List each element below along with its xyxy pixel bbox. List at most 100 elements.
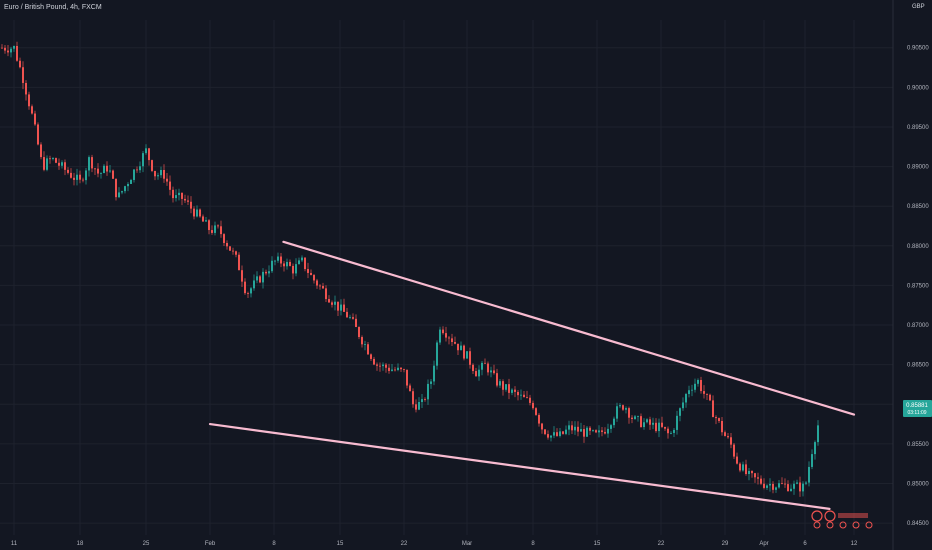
candle-body bbox=[319, 285, 321, 287]
candle-body bbox=[625, 408, 627, 410]
candle-body bbox=[334, 301, 336, 305]
y-tick-label: 0.85000 bbox=[907, 482, 929, 488]
candle-body bbox=[808, 466, 810, 483]
candle-body bbox=[82, 179, 84, 181]
candle-body bbox=[76, 174, 78, 180]
candle-body bbox=[199, 209, 201, 217]
candle-body bbox=[178, 192, 180, 196]
candle-body bbox=[700, 380, 702, 392]
candle-body bbox=[535, 408, 537, 415]
x-tick-label: 22 bbox=[658, 541, 665, 547]
candle-body bbox=[457, 343, 459, 351]
candle-body bbox=[652, 422, 654, 425]
x-tick-label: 8 bbox=[531, 541, 535, 547]
candle-body bbox=[604, 431, 606, 434]
candle-body bbox=[187, 200, 189, 202]
candle-body bbox=[460, 345, 462, 351]
candle-body bbox=[112, 170, 114, 179]
candle-body bbox=[601, 430, 603, 432]
candle-body bbox=[418, 402, 420, 410]
candle-body bbox=[670, 432, 672, 434]
candle-body bbox=[223, 234, 225, 243]
candle-body bbox=[478, 369, 480, 377]
y-tick-label: 0.88000 bbox=[907, 244, 929, 250]
candle-body bbox=[34, 113, 36, 125]
candle-body bbox=[358, 326, 360, 338]
candle-body bbox=[121, 191, 123, 193]
candle-body bbox=[658, 422, 660, 432]
candle-body bbox=[172, 189, 174, 199]
candle-body bbox=[514, 389, 516, 392]
candle-body bbox=[778, 483, 780, 488]
candle-body bbox=[526, 397, 528, 398]
candle-body bbox=[193, 208, 195, 217]
candle-body bbox=[52, 158, 54, 159]
candle-body bbox=[673, 429, 675, 433]
candle-body bbox=[442, 329, 444, 334]
candle-body bbox=[160, 169, 162, 176]
candle-body bbox=[637, 416, 639, 417]
candle-body bbox=[97, 168, 99, 174]
candle-body bbox=[337, 301, 339, 311]
candle-body bbox=[493, 370, 495, 374]
candle-body bbox=[145, 148, 147, 154]
candle-body bbox=[724, 432, 726, 437]
candle-body bbox=[127, 183, 129, 187]
candle-body bbox=[226, 242, 228, 247]
candle-body bbox=[73, 177, 75, 180]
candle-body bbox=[181, 192, 183, 199]
candle-body bbox=[400, 367, 402, 370]
candle-body bbox=[382, 364, 384, 367]
candle-body bbox=[295, 264, 297, 274]
candle-body bbox=[58, 162, 60, 166]
candle-body bbox=[406, 369, 408, 386]
candle-body bbox=[247, 293, 249, 294]
last-price-tag: 0.85881 03:11:09 bbox=[903, 400, 932, 417]
candle-body bbox=[679, 408, 681, 416]
candle-body bbox=[346, 311, 348, 318]
candle-body bbox=[10, 48, 12, 53]
candle-body bbox=[424, 399, 426, 400]
tradingview-logo bbox=[811, 510, 873, 529]
candle-body bbox=[85, 170, 87, 181]
candle-body bbox=[691, 389, 693, 391]
candle-body bbox=[790, 488, 792, 492]
candle-body bbox=[694, 383, 696, 390]
candle-body bbox=[13, 45, 15, 49]
candle-body bbox=[142, 153, 144, 167]
candle-body bbox=[640, 416, 642, 428]
candle-body bbox=[634, 416, 636, 419]
candle-body bbox=[25, 82, 27, 95]
x-tick-label: Mar bbox=[462, 541, 472, 547]
candle-body bbox=[367, 344, 369, 355]
candle-body bbox=[385, 364, 387, 368]
candle-body bbox=[775, 487, 777, 490]
x-tick-label: 22 bbox=[401, 541, 408, 547]
candle-body bbox=[550, 435, 552, 438]
candle-body bbox=[325, 288, 327, 300]
candle-body bbox=[532, 402, 534, 409]
y-tick-label: 0.89500 bbox=[907, 125, 929, 131]
candle-body bbox=[64, 162, 66, 170]
candle-body bbox=[649, 419, 651, 425]
candle-body bbox=[235, 251, 237, 255]
candle-body bbox=[487, 363, 489, 373]
candle-body bbox=[766, 485, 768, 488]
candle-body bbox=[484, 362, 486, 364]
candle-body bbox=[676, 415, 678, 430]
candle-body bbox=[289, 261, 291, 266]
candle-body bbox=[757, 477, 759, 479]
candle-body bbox=[166, 178, 168, 182]
candle-body bbox=[211, 230, 213, 233]
candle-body bbox=[565, 429, 567, 434]
x-tick-label: 11 bbox=[11, 541, 18, 547]
candle-body bbox=[523, 394, 525, 398]
candle-body bbox=[667, 428, 669, 434]
candle-body bbox=[742, 464, 744, 471]
candle-body bbox=[115, 178, 117, 198]
x-tick-label: 15 bbox=[594, 541, 601, 547]
candle-body bbox=[520, 394, 522, 396]
candle-body bbox=[55, 158, 57, 163]
candle-body bbox=[61, 162, 63, 166]
